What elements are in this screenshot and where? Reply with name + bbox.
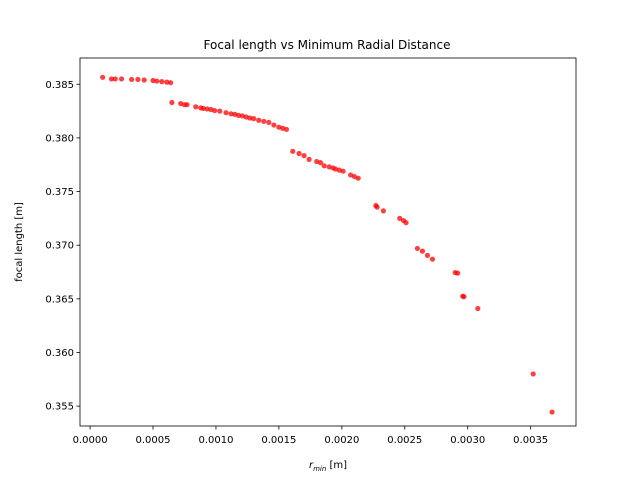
data-point <box>414 245 420 252</box>
x-axis-label-sub: min <box>313 465 326 473</box>
data-point <box>290 148 296 154</box>
y-tick-label: 0.370 <box>45 241 74 252</box>
data-point <box>217 108 223 114</box>
data-point <box>261 118 267 124</box>
y-tick-label: 0.380 <box>45 133 74 144</box>
data-point <box>256 117 262 123</box>
data-point <box>317 160 324 166</box>
x-axis-label: rmin [m] <box>309 460 347 473</box>
data-point <box>549 409 555 415</box>
data-point <box>266 119 272 125</box>
x-tick-label: 0.0015 <box>261 435 296 446</box>
data-point <box>419 248 426 254</box>
data-point <box>321 163 327 169</box>
data-point <box>193 104 199 110</box>
x-axis-label-unit: [m] <box>326 460 347 471</box>
data-point <box>108 76 115 82</box>
x-tick-label: 0.0020 <box>324 435 359 446</box>
data-point <box>118 76 125 82</box>
data-point <box>461 294 467 300</box>
data-point <box>154 78 160 84</box>
data-point <box>129 76 135 83</box>
y-tick-label: 0.375 <box>45 187 74 198</box>
data-point <box>271 122 277 128</box>
data-point <box>340 168 346 174</box>
y-axis-label: focal length [m] <box>14 202 25 282</box>
data-point <box>168 80 174 86</box>
data-point <box>475 305 481 312</box>
data-point <box>530 371 536 377</box>
y-tick-label: 0.355 <box>45 402 74 413</box>
axis-ticks: 0.0000 0.0005 0.0010 0.0015 0.0020 0.0025 0.00… <box>45 80 548 446</box>
y-tick-label: 0.365 <box>45 294 74 305</box>
x-tick-label: 0.0030 <box>450 435 485 446</box>
x-axis-label-base: r <box>309 460 314 471</box>
data-point <box>112 76 118 82</box>
data-point <box>424 252 431 259</box>
data-point <box>455 270 461 276</box>
data-point <box>403 220 409 226</box>
data-points <box>100 74 555 415</box>
data-point <box>397 215 403 221</box>
data-point <box>301 153 307 159</box>
data-point <box>212 107 218 114</box>
x-tick-label: 0.0010 <box>198 435 233 446</box>
chart-title: Focal length vs Minimum Radial Distance <box>204 38 451 52</box>
y-tick-label: 0.385 <box>45 80 74 91</box>
x-tick-label: 0.0025 <box>387 435 422 446</box>
data-point <box>100 74 106 80</box>
data-point <box>135 76 141 83</box>
x-tick-label: 0.0000 <box>73 435 108 446</box>
data-point <box>355 175 361 181</box>
plot-frame <box>79 57 577 427</box>
data-point <box>251 116 257 122</box>
x-tick-label: 0.0005 <box>136 435 171 446</box>
data-point <box>306 156 312 162</box>
data-point <box>141 77 147 83</box>
data-point <box>159 79 165 85</box>
data-point <box>184 102 190 108</box>
x-tick-label: 0.0035 <box>513 435 548 446</box>
y-tick-label: 0.360 <box>45 348 74 359</box>
data-point <box>283 126 290 132</box>
data-point <box>429 256 436 262</box>
data-point <box>169 99 175 106</box>
data-point <box>374 204 380 210</box>
data-point <box>296 150 302 157</box>
data-point <box>380 208 386 214</box>
data-point <box>223 110 229 116</box>
